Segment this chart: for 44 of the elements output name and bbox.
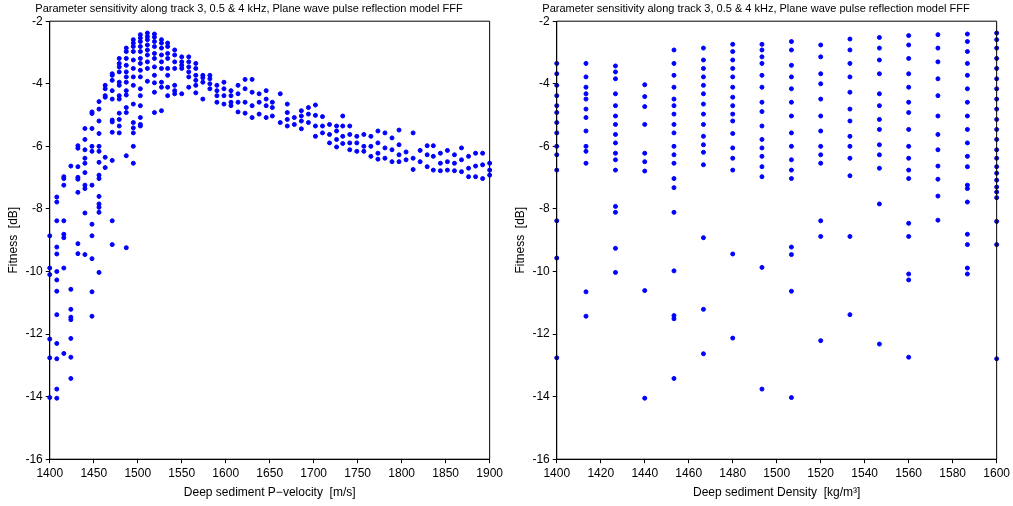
x-tick-label: 1480 — [719, 465, 747, 480]
x-tick-label: 1420 — [587, 465, 615, 480]
x-tick-label: 1500 — [124, 465, 152, 480]
y-tick-label: -14 — [532, 388, 551, 403]
x-tick-label: 1500 — [763, 465, 791, 480]
x-tick-label: 1600 — [212, 465, 240, 480]
chart-title: Parameter sensitivity along track 3, 0.5 & 4 kHz, Plane wave pulse reflection model FFF — [35, 1, 463, 14]
y-tick-label: -6 — [539, 138, 551, 153]
chart-title: Parameter sensitivity along track 3, 0.5 & 4 kHz, Plane wave pulse reflection model FFF — [542, 1, 970, 14]
x-tick-label: 1560 — [895, 465, 923, 480]
y-tick-label: -12 — [25, 326, 44, 341]
x-tick-label: 1700 — [300, 465, 328, 480]
y-tick-label: -12 — [532, 326, 551, 341]
x-tick-label: 1750 — [344, 465, 372, 480]
x-tick-label: 1550 — [168, 465, 196, 480]
y-tick-label: -16 — [25, 451, 44, 466]
x-tick-label: 1460 — [675, 465, 703, 480]
x-axis-title: Deep sediment Density [kg/m³] — [692, 485, 861, 500]
y-tick-label: -6 — [32, 138, 44, 153]
x-tick-label: 1900 — [476, 465, 504, 480]
x-tick-label: 1850 — [432, 465, 460, 480]
y-axis-title: Fitness [dB] — [512, 206, 527, 274]
y-tick-label: -4 — [539, 76, 551, 91]
x-tick-label: 1600 — [983, 465, 1011, 480]
y-tick-label: -2 — [539, 13, 551, 28]
y-tick-label: -4 — [32, 76, 44, 91]
y-tick-label: -10 — [532, 263, 551, 278]
y-axis-title: Fitness [dB] — [5, 206, 20, 274]
x-tick-label: 1400 — [36, 465, 64, 480]
y-tick-label: -10 — [25, 263, 44, 278]
y-tick-label: -14 — [25, 388, 44, 403]
x-axis-title: Deep sediment P−velocity [m/s] — [183, 485, 356, 500]
y-tick-label: -16 — [532, 451, 551, 466]
x-tick-label: 1540 — [851, 465, 879, 480]
x-tick-label: 1520 — [807, 465, 835, 480]
y-tick-label: -8 — [32, 201, 44, 216]
y-tick-label: -8 — [539, 201, 551, 216]
x-tick-label: 1800 — [388, 465, 416, 480]
x-tick-label: 1400 — [543, 465, 571, 480]
x-tick-label: 1450 — [80, 465, 108, 480]
x-tick-label: 1440 — [631, 465, 659, 480]
x-tick-label: 1580 — [939, 465, 967, 480]
x-tick-label: 1650 — [256, 465, 284, 480]
y-tick-label: -2 — [32, 13, 44, 28]
